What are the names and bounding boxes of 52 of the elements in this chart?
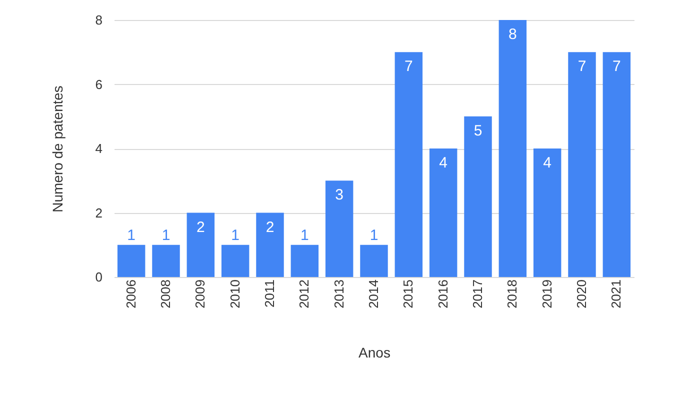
- bar: [360, 244, 388, 277]
- bar: [325, 180, 354, 277]
- x-tick-label: 2021: [608, 280, 624, 308]
- y-tick-label: 4: [95, 141, 102, 156]
- data-label: 2: [196, 218, 205, 236]
- bar: [290, 244, 319, 277]
- data-label: 1: [300, 226, 309, 244]
- x-tick-label: 2018: [504, 280, 520, 308]
- bar: [186, 212, 215, 277]
- x-tick-label: 2012: [296, 280, 312, 308]
- bar: [221, 244, 250, 277]
- y-tick-label: 6: [95, 76, 102, 92]
- bar: [498, 20, 527, 277]
- data-label: 7: [404, 58, 413, 76]
- data-label: 1: [127, 226, 136, 244]
- data-label: 1: [231, 226, 240, 244]
- x-tick-label: 2013: [331, 280, 346, 308]
- data-label: 1: [370, 226, 378, 244]
- bar: [533, 148, 562, 277]
- data-label: 4: [543, 154, 552, 172]
- data-label: 7: [578, 58, 586, 76]
- bar: [152, 244, 180, 277]
- bar: [117, 244, 146, 277]
- y-axis-title: Numero de patentes: [49, 86, 66, 212]
- x-tick-label: 2010: [227, 280, 242, 308]
- x-tick-label: 2009: [192, 280, 208, 308]
- data-label: 8: [508, 26, 517, 43]
- x-tick-label: 2008: [158, 280, 173, 308]
- x-tick-label: 2015: [400, 280, 416, 308]
- data-label: 1: [162, 226, 170, 244]
- bar: [568, 52, 596, 277]
- y-tick-label: 8: [95, 12, 102, 28]
- bar: [429, 148, 458, 277]
- x-tick-label: 2017: [470, 280, 485, 308]
- y-tick-label: 2: [95, 205, 102, 220]
- bar: [464, 116, 492, 277]
- bar: [602, 52, 631, 277]
- x-tick-label: 2019: [539, 280, 554, 308]
- x-axis-title: Anos: [358, 344, 390, 360]
- y-tick-label: 0: [95, 270, 102, 284]
- x-tick-label: 2020: [574, 280, 589, 308]
- data-label: 2: [266, 218, 274, 236]
- bar: [256, 212, 284, 277]
- data-label: 4: [439, 154, 448, 172]
- x-tick-label: 2014: [366, 280, 381, 308]
- bar: [394, 52, 423, 277]
- data-label: 7: [612, 58, 621, 76]
- data-label: 3: [335, 186, 344, 204]
- x-tick-label: 2006: [123, 280, 138, 308]
- x-tick-label: 2016: [435, 280, 450, 308]
- data-label: 5: [474, 122, 482, 140]
- x-tick-label: 2011: [262, 280, 277, 308]
